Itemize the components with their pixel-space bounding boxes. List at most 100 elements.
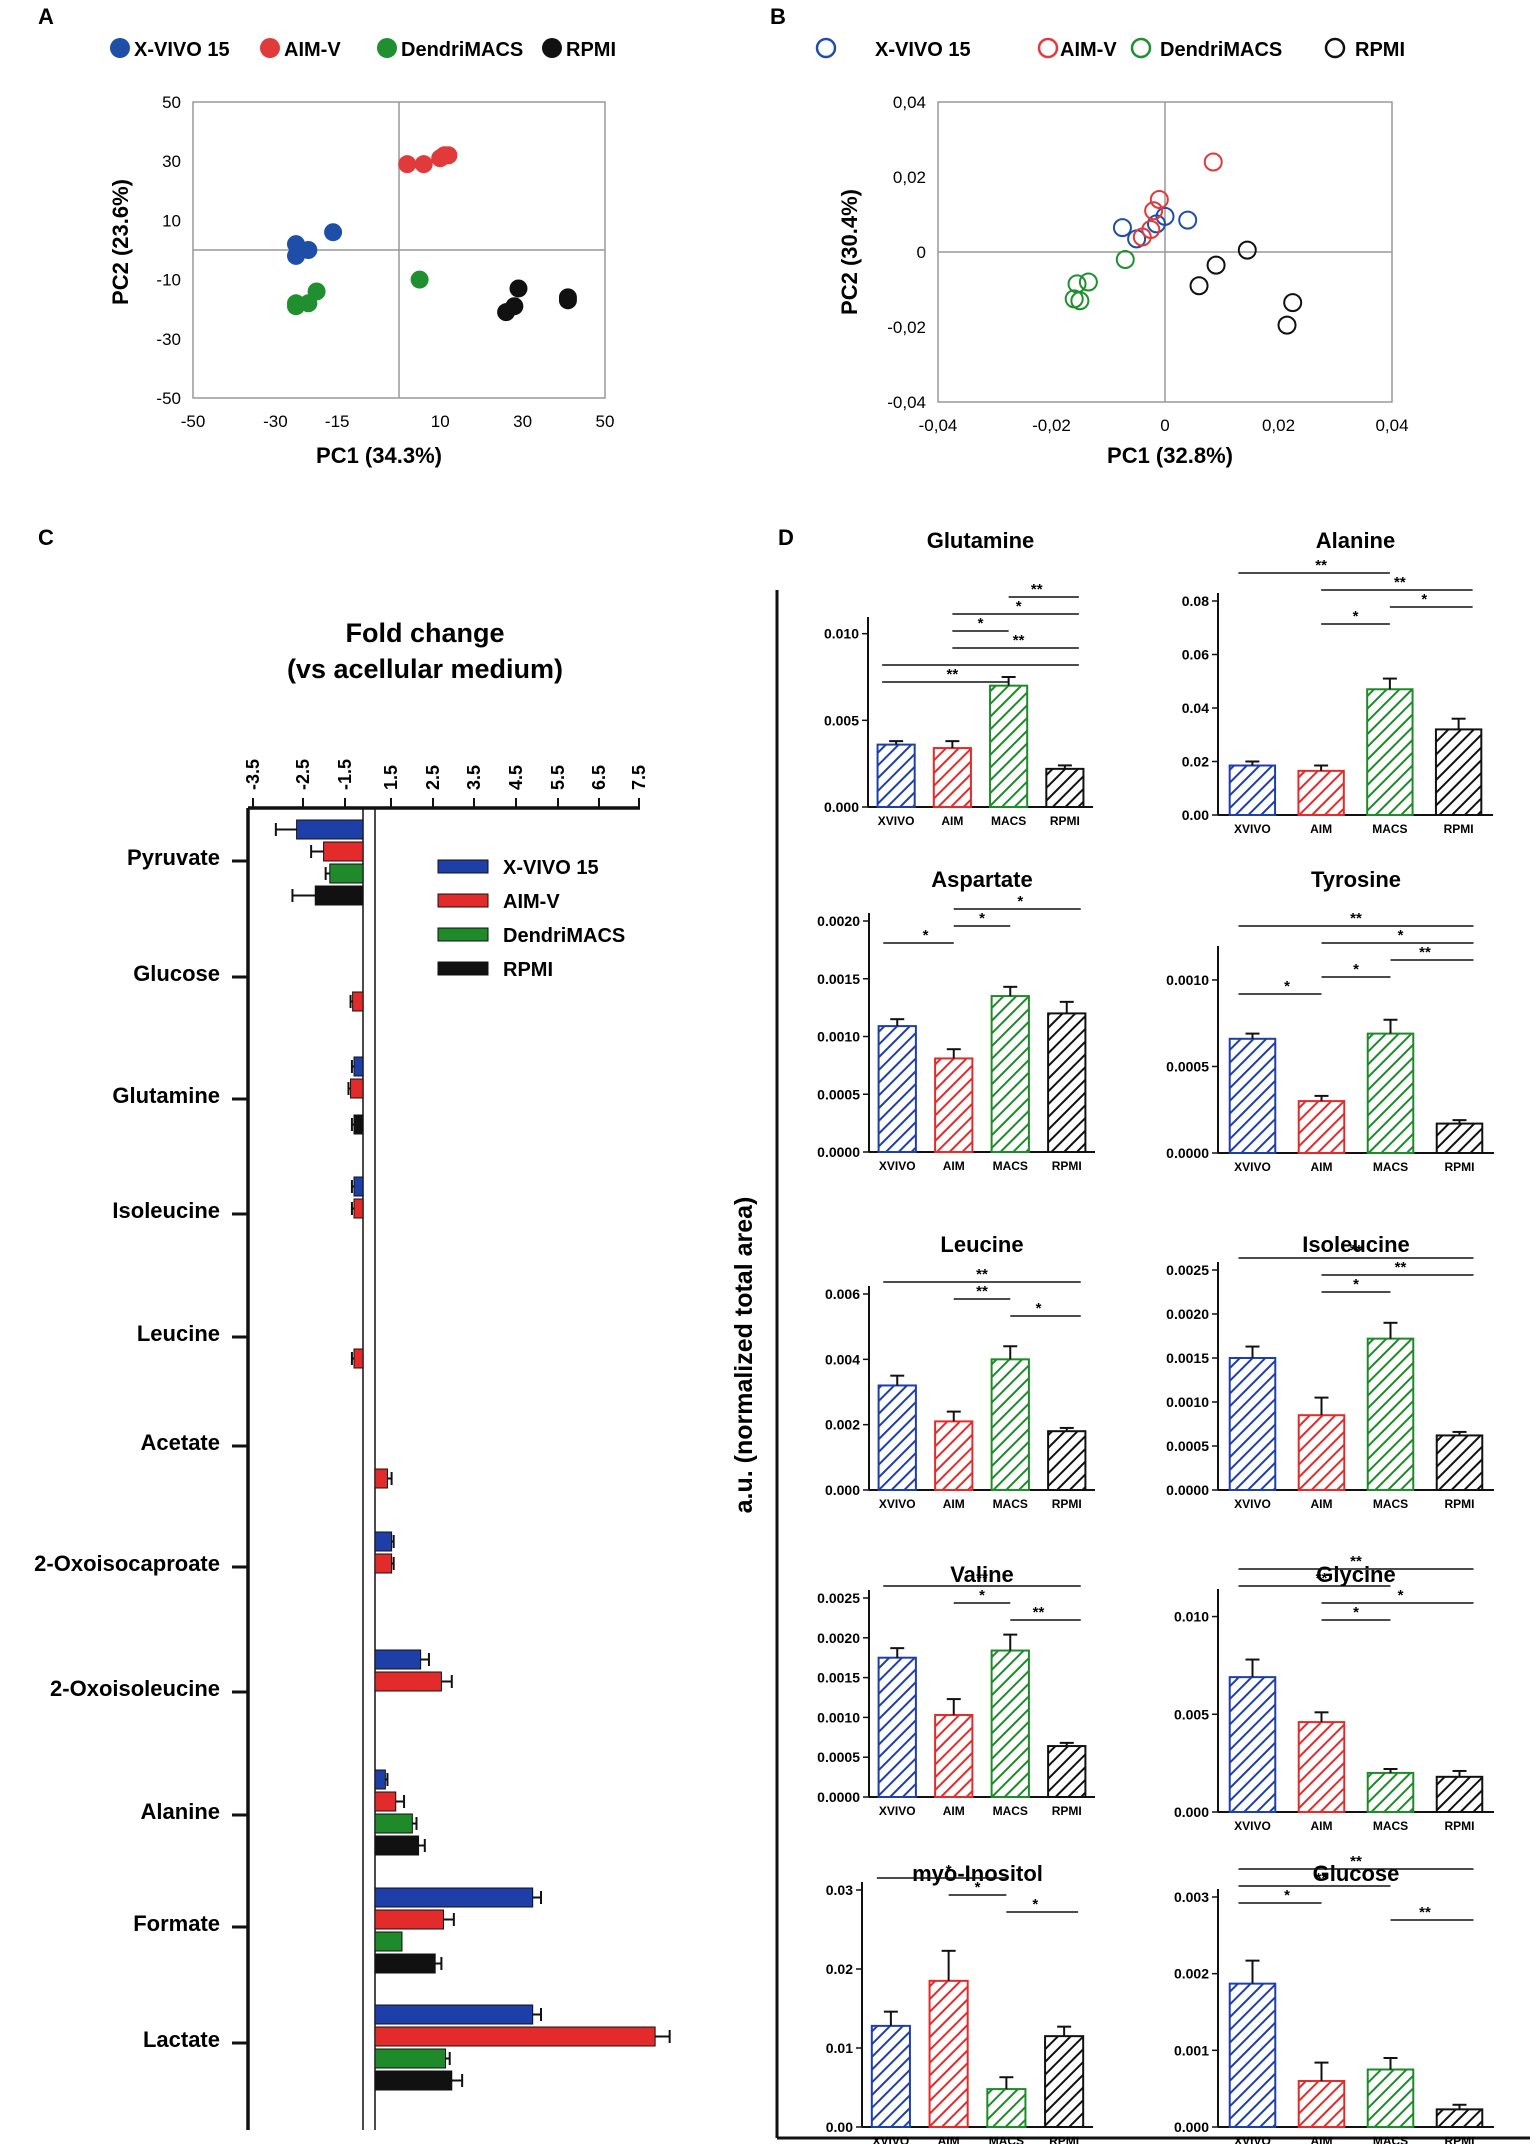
- bar-aim: [934, 1057, 974, 1153]
- bar-macs: [986, 2088, 1027, 2129]
- x-tick-label: MACS: [993, 1497, 1028, 1511]
- bar-aim: [1297, 2080, 1346, 2128]
- bar-xvivo: [1228, 1982, 1277, 2128]
- x-tick-label: MACS: [993, 1159, 1028, 1173]
- x-tick-label: -30: [263, 412, 288, 431]
- y-tick-label: 0.000: [1174, 2119, 1209, 2135]
- y-tick-label: 0.000: [825, 1482, 860, 1498]
- significance-label: **: [1350, 1242, 1362, 1259]
- scatter-point: [1178, 210, 1198, 230]
- x-tick-label: XVIVO: [879, 1804, 916, 1818]
- x-tick-label: XVIVO: [879, 1497, 916, 1511]
- bar-rpmi: [1047, 1745, 1087, 1799]
- y-tick-label: 0.08: [1182, 593, 1209, 609]
- top-tick-label: 4.5: [506, 765, 526, 790]
- bar-dendrimacs: [374, 1931, 403, 1952]
- bar-aim-v: [323, 841, 364, 862]
- scatter-point: [1149, 190, 1169, 209]
- legend-marker-0: [110, 38, 130, 58]
- x-tick-label: MACS: [1373, 1160, 1408, 1174]
- significance-label: *: [1284, 978, 1290, 995]
- y-tick-label: 0.006: [825, 1286, 860, 1302]
- x-tick-label: -15: [325, 412, 350, 431]
- category-label: Glucose: [133, 961, 220, 986]
- y-tick-label: 0.0010: [817, 1709, 860, 1725]
- bar-xvivo: [870, 2024, 911, 2129]
- significance-label: **: [976, 1266, 988, 1283]
- bar-x-vivo-15: [374, 1887, 534, 1908]
- significance-label: *: [1353, 1276, 1359, 1293]
- significance-label: *: [979, 1587, 985, 1604]
- scatter-point: [1070, 291, 1090, 311]
- y-tick-label: -0,02: [887, 318, 926, 337]
- x-tick-label: RPMI: [1445, 2134, 1475, 2144]
- significance-label: *: [1353, 608, 1359, 625]
- top-tick-label: -2.5: [293, 759, 313, 790]
- y-tick-label: 0.01: [826, 2040, 853, 2056]
- bar-macs: [1366, 2068, 1415, 2128]
- bar-rpmi: [314, 885, 364, 906]
- x-tick-label: XVIVO: [873, 2134, 910, 2144]
- top-tick-label: 7.5: [629, 765, 649, 790]
- y-tick-label: 30: [162, 152, 181, 171]
- scatter-point: [307, 282, 326, 301]
- x-tick-label: 10: [431, 412, 450, 431]
- y-tick-label: 0: [917, 243, 926, 262]
- y-tick-label: -0,04: [887, 393, 926, 412]
- subplot-tyrosine: Tyrosine 0.0000 0.0005 0.0010 XVIVO AIM MACS RP…: [1166, 867, 1494, 1174]
- y-tick-label: 0.001: [1174, 2042, 1209, 2058]
- y-tick-label: 0.002: [1174, 1966, 1209, 1982]
- legend-label-0: X-VIVO 15: [875, 39, 971, 61]
- x-tick-label: RPMI: [1050, 814, 1080, 828]
- bar-macs: [1366, 688, 1414, 817]
- y-tick-label: -10: [156, 271, 181, 290]
- category-label: Lactate: [143, 2027, 220, 2052]
- bar-aim: [934, 1714, 974, 1798]
- top-tick-label: 5.5: [548, 765, 568, 790]
- scatter-point: [1155, 206, 1175, 226]
- y-tick-label: 0.005: [824, 712, 859, 728]
- legend-swatch-2: [437, 927, 489, 942]
- y-axis-title: PC2 (23.6%): [108, 179, 133, 305]
- x-tick-label: RPMI: [1052, 1804, 1082, 1818]
- x-tick-label: RPMI: [1444, 822, 1474, 836]
- significance-label: *: [979, 910, 985, 927]
- subplot-title: Alanine: [1316, 528, 1395, 553]
- x-tick-label: AIM: [943, 1159, 965, 1173]
- subplot-title: Aspartate: [931, 867, 1032, 892]
- x-tick-label: MACS: [1373, 1497, 1408, 1511]
- x-tick-label: RPMI: [1049, 2134, 1079, 2144]
- scatter-point: [1237, 240, 1257, 260]
- y-tick-label: 0.000: [1174, 1804, 1209, 1820]
- subplot-leucine: Leucine 0.000 0.002 0.004 0.006 XVIVO AIM MACS R…: [825, 1232, 1095, 1511]
- bar-xvivo: [1228, 764, 1277, 817]
- y-tick-label: 10: [162, 211, 181, 230]
- x-tick-label: MACS: [993, 1804, 1028, 1818]
- bar-xvivo: [877, 1025, 917, 1153]
- significance-label: **: [976, 1570, 988, 1587]
- chart-title: Fold change: [345, 618, 504, 648]
- y-tick-label: 0.0010: [1166, 1394, 1209, 1410]
- bar-macs: [1366, 1032, 1415, 1154]
- category-label: Alanine: [141, 1799, 220, 1824]
- bar-aim-v: [352, 991, 364, 1012]
- y-tick-label: 0.0005: [1166, 1438, 1209, 1454]
- x-tick-label: AIM: [1311, 2134, 1333, 2144]
- y-tick-label: 0.00: [826, 2119, 853, 2135]
- y-tick-label: 0,02: [893, 168, 926, 187]
- top-tick-label: 6.5: [589, 765, 609, 790]
- panel-label-d: D: [778, 525, 794, 550]
- y-tick-label: 0.06: [1182, 647, 1209, 663]
- subplot-valine: Valine 0.0000 0.0005 0.0010 0.0015 0.0020 0.00…: [817, 1562, 1095, 1818]
- bar-rpmi: [374, 2070, 453, 2091]
- x-tick-label: -0,02: [1032, 416, 1071, 435]
- subplot-title: myo-Inositol: [912, 1861, 1043, 1886]
- significance-label: **: [1350, 1853, 1362, 1870]
- panel-b-pca-scatter: X-VIVO 15 AIM-V DendriMACS RPMI 0,04 0,02 0 -0,…: [815, 37, 1409, 468]
- scatter-point: [410, 270, 429, 289]
- category-label: Pyruvate: [127, 845, 220, 870]
- scatter-point: [414, 155, 433, 174]
- x-tick-label: MACS: [991, 814, 1026, 828]
- scatter-point: [1206, 255, 1226, 275]
